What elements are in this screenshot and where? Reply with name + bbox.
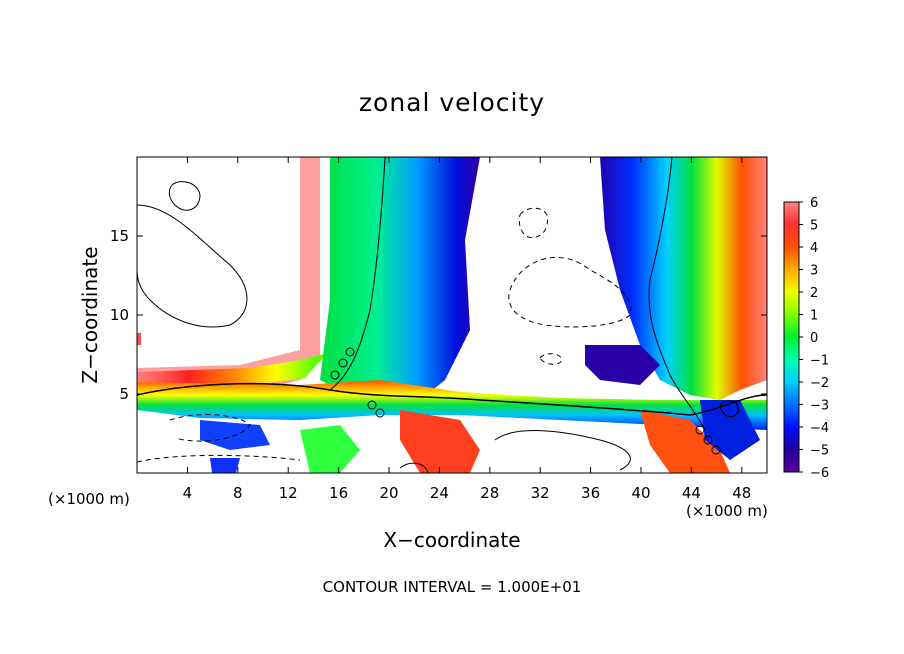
x-tick-label: 16 — [329, 484, 348, 502]
contour-line-dashed — [508, 256, 632, 328]
colorbar-tick-label: −5 — [810, 444, 829, 459]
x-unit-note-right: (×1000 m) — [686, 502, 768, 520]
x-tick-label: 24 — [430, 484, 449, 502]
contour-line-solid — [695, 425, 705, 435]
colorbar-ticks: 6 5 4 3 2 1 0 −1 −2 −3 −4 −5 −6 — [799, 196, 829, 481]
contour-line-solid — [719, 400, 739, 418]
colorbar-tick-label: 4 — [810, 241, 818, 256]
colorbar-tick-label: −4 — [810, 421, 829, 436]
colorbar — [783, 201, 800, 473]
contour-line-solid — [367, 400, 377, 410]
colorbar-tick-label: 2 — [810, 286, 818, 301]
y-tick-label: 5 — [119, 385, 129, 403]
contour-line-solid — [711, 445, 721, 455]
y-tick-label: 10 — [110, 306, 129, 324]
colorbar-tick-label: −6 — [810, 466, 829, 481]
contour-line-solid — [329, 157, 386, 391]
contour-interval-note: CONTOUR INTERVAL = 1.000E+01 — [322, 578, 582, 596]
contour-line-dashed — [169, 414, 251, 442]
x-axis-label: X−coordinate — [383, 528, 521, 552]
x-unit-note-left: (×1000 m) — [48, 490, 130, 508]
x-tick-label: 48 — [732, 484, 751, 502]
y-tick-label: 15 — [110, 227, 129, 245]
heatmap-field — [137, 157, 767, 473]
colorbar-tick-label: 3 — [810, 264, 818, 279]
colorbar-tick-label: −3 — [810, 399, 829, 414]
x-tick-label: 4 — [183, 484, 193, 502]
x-tick-label: 20 — [379, 484, 398, 502]
x-axis-ticks: 4 8 12 16 20 24 28 32 36 40 44 48 — [183, 157, 751, 502]
contour-line-solid — [168, 181, 201, 211]
x-tick-label: 36 — [581, 484, 600, 502]
x-tick-label: 44 — [682, 484, 701, 502]
contour-line-solid — [703, 435, 713, 445]
contour-line-solid — [137, 204, 248, 328]
contour-line-dashed — [137, 454, 301, 463]
contour-line-solid — [137, 382, 767, 416]
contour-line-solid — [399, 462, 429, 473]
colorbar-tick-label: −1 — [810, 354, 829, 369]
contour-line-solid — [345, 347, 355, 357]
chart-title: zonal velocity — [358, 88, 546, 117]
colorbar-tick-label: −2 — [810, 376, 829, 391]
y-axis-ticks: 5 10 15 — [110, 227, 767, 403]
colorbar-tick-label: 6 — [810, 196, 818, 211]
x-tick-label: 12 — [279, 484, 298, 502]
contour-line-solid — [648, 157, 706, 431]
colorbar-tick-label: 1 — [810, 309, 818, 324]
colorbar-tick-label: 5 — [810, 219, 818, 234]
contour-line-solid — [375, 408, 385, 418]
x-tick-label: 32 — [531, 484, 550, 502]
x-tick-label: 28 — [480, 484, 499, 502]
contour-line-solid — [338, 358, 348, 368]
colorbar-tick-label: 0 — [810, 331, 818, 346]
x-tick-label: 8 — [233, 484, 243, 502]
contour-lines — [137, 157, 767, 473]
contour-line-solid — [330, 370, 340, 380]
contour-line-solid — [494, 430, 631, 471]
x-tick-label: 40 — [631, 484, 650, 502]
